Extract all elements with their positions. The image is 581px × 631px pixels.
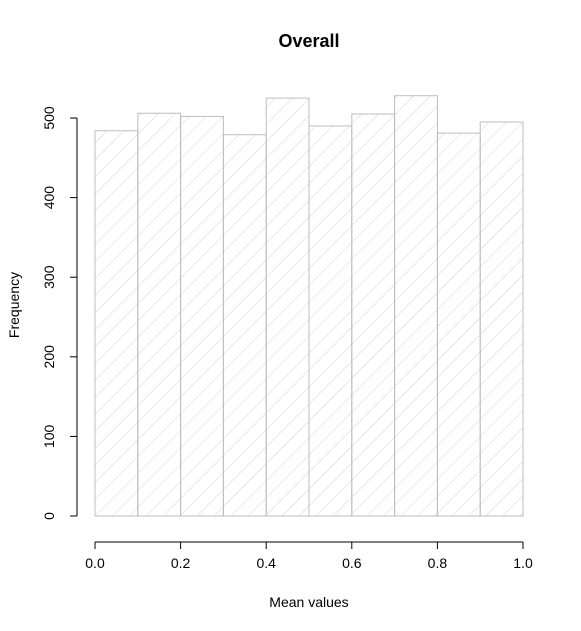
histogram-bar-9 xyxy=(436,132,481,517)
x-axis-label: Mean values xyxy=(269,594,348,610)
y-tick-label-4: 400 xyxy=(41,186,57,210)
chart-title: Overall xyxy=(278,31,339,51)
histogram-bar-2 xyxy=(137,112,182,517)
histogram-bar-7 xyxy=(351,113,396,517)
y-tick-label-1: 100 xyxy=(41,425,57,449)
x-tick-label-1: 0.2 xyxy=(171,555,191,571)
histogram-bar-10 xyxy=(479,121,524,517)
histogram-bar-6 xyxy=(308,125,353,517)
x-axis: 0.0 0.2 0.4 0.6 0.8 1.0 xyxy=(85,541,533,571)
y-axis-label: Frequency xyxy=(6,272,22,338)
y-tick-label-2: 200 xyxy=(41,345,57,369)
y-tick-label-5: 500 xyxy=(41,106,57,130)
x-tick-label-0: 0.0 xyxy=(85,555,105,571)
x-tick-label-4: 0.8 xyxy=(428,555,448,571)
x-tick-label-3: 0.6 xyxy=(342,555,362,571)
histogram-bar-8 xyxy=(394,95,438,517)
histogram-bar-5 xyxy=(265,97,310,517)
y-axis: 0 100 200 300 400 500 xyxy=(41,106,78,520)
histogram-bar-3 xyxy=(180,115,224,517)
x-tick-label-2: 0.4 xyxy=(256,555,276,571)
y-tick-label-3: 300 xyxy=(41,265,57,289)
y-tick-label-0: 0 xyxy=(41,512,57,520)
bars-group xyxy=(94,95,524,517)
x-tick-label-5: 1.0 xyxy=(513,555,533,571)
histogram-bar-4 xyxy=(222,134,267,517)
histogram-bar-1 xyxy=(94,130,139,517)
